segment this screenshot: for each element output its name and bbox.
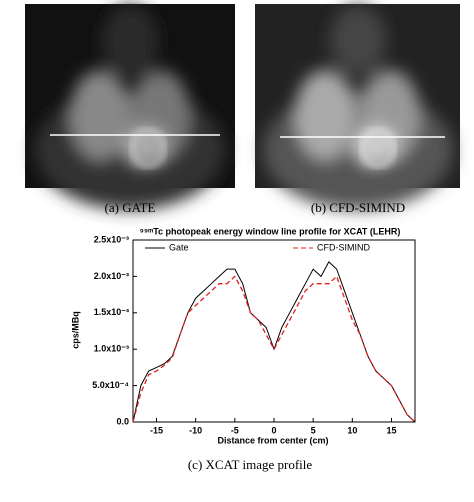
y-tick-label: 2.5x10⁻³	[94, 234, 129, 244]
legend-label: Gate	[169, 242, 189, 252]
caption: (c) XCAT image profile	[188, 457, 313, 472]
series-line	[132, 275, 416, 423]
caption: (a) GATE	[105, 200, 156, 215]
y-axis-label: cps/MBq	[70, 311, 80, 349]
x-axis-label: Distance from center (cm)	[217, 435, 328, 445]
y-tick-label: 5.0x10⁻⁴	[92, 380, 129, 390]
x-tick-label: -10	[189, 425, 202, 435]
y-tick-label: 0.0	[116, 416, 129, 426]
image-gate	[25, 4, 235, 210]
x-tick-label: -5	[231, 425, 239, 435]
image-simind	[255, 4, 460, 210]
series-line	[132, 261, 416, 423]
x-tick-label: 0	[271, 425, 276, 435]
y-tick-label: 1.0x10⁻³	[94, 344, 129, 354]
legend-label: CFD-SIMIND	[317, 242, 370, 252]
y-tick-label: 2.0x10⁻³	[94, 271, 129, 281]
x-tick-label: 10	[347, 425, 357, 435]
x-tick-label: 5	[311, 425, 316, 435]
chart-title: ⁹⁹ᵐTc photopeak energy window line profi…	[140, 226, 401, 236]
x-tick-label: 15	[386, 425, 396, 435]
plot-frame	[132, 239, 416, 423]
y-tick-label: 1.5x10⁻³	[94, 307, 129, 317]
caption: (b) CFD-SIMIND	[311, 200, 405, 215]
x-tick-label: -15	[150, 425, 163, 435]
